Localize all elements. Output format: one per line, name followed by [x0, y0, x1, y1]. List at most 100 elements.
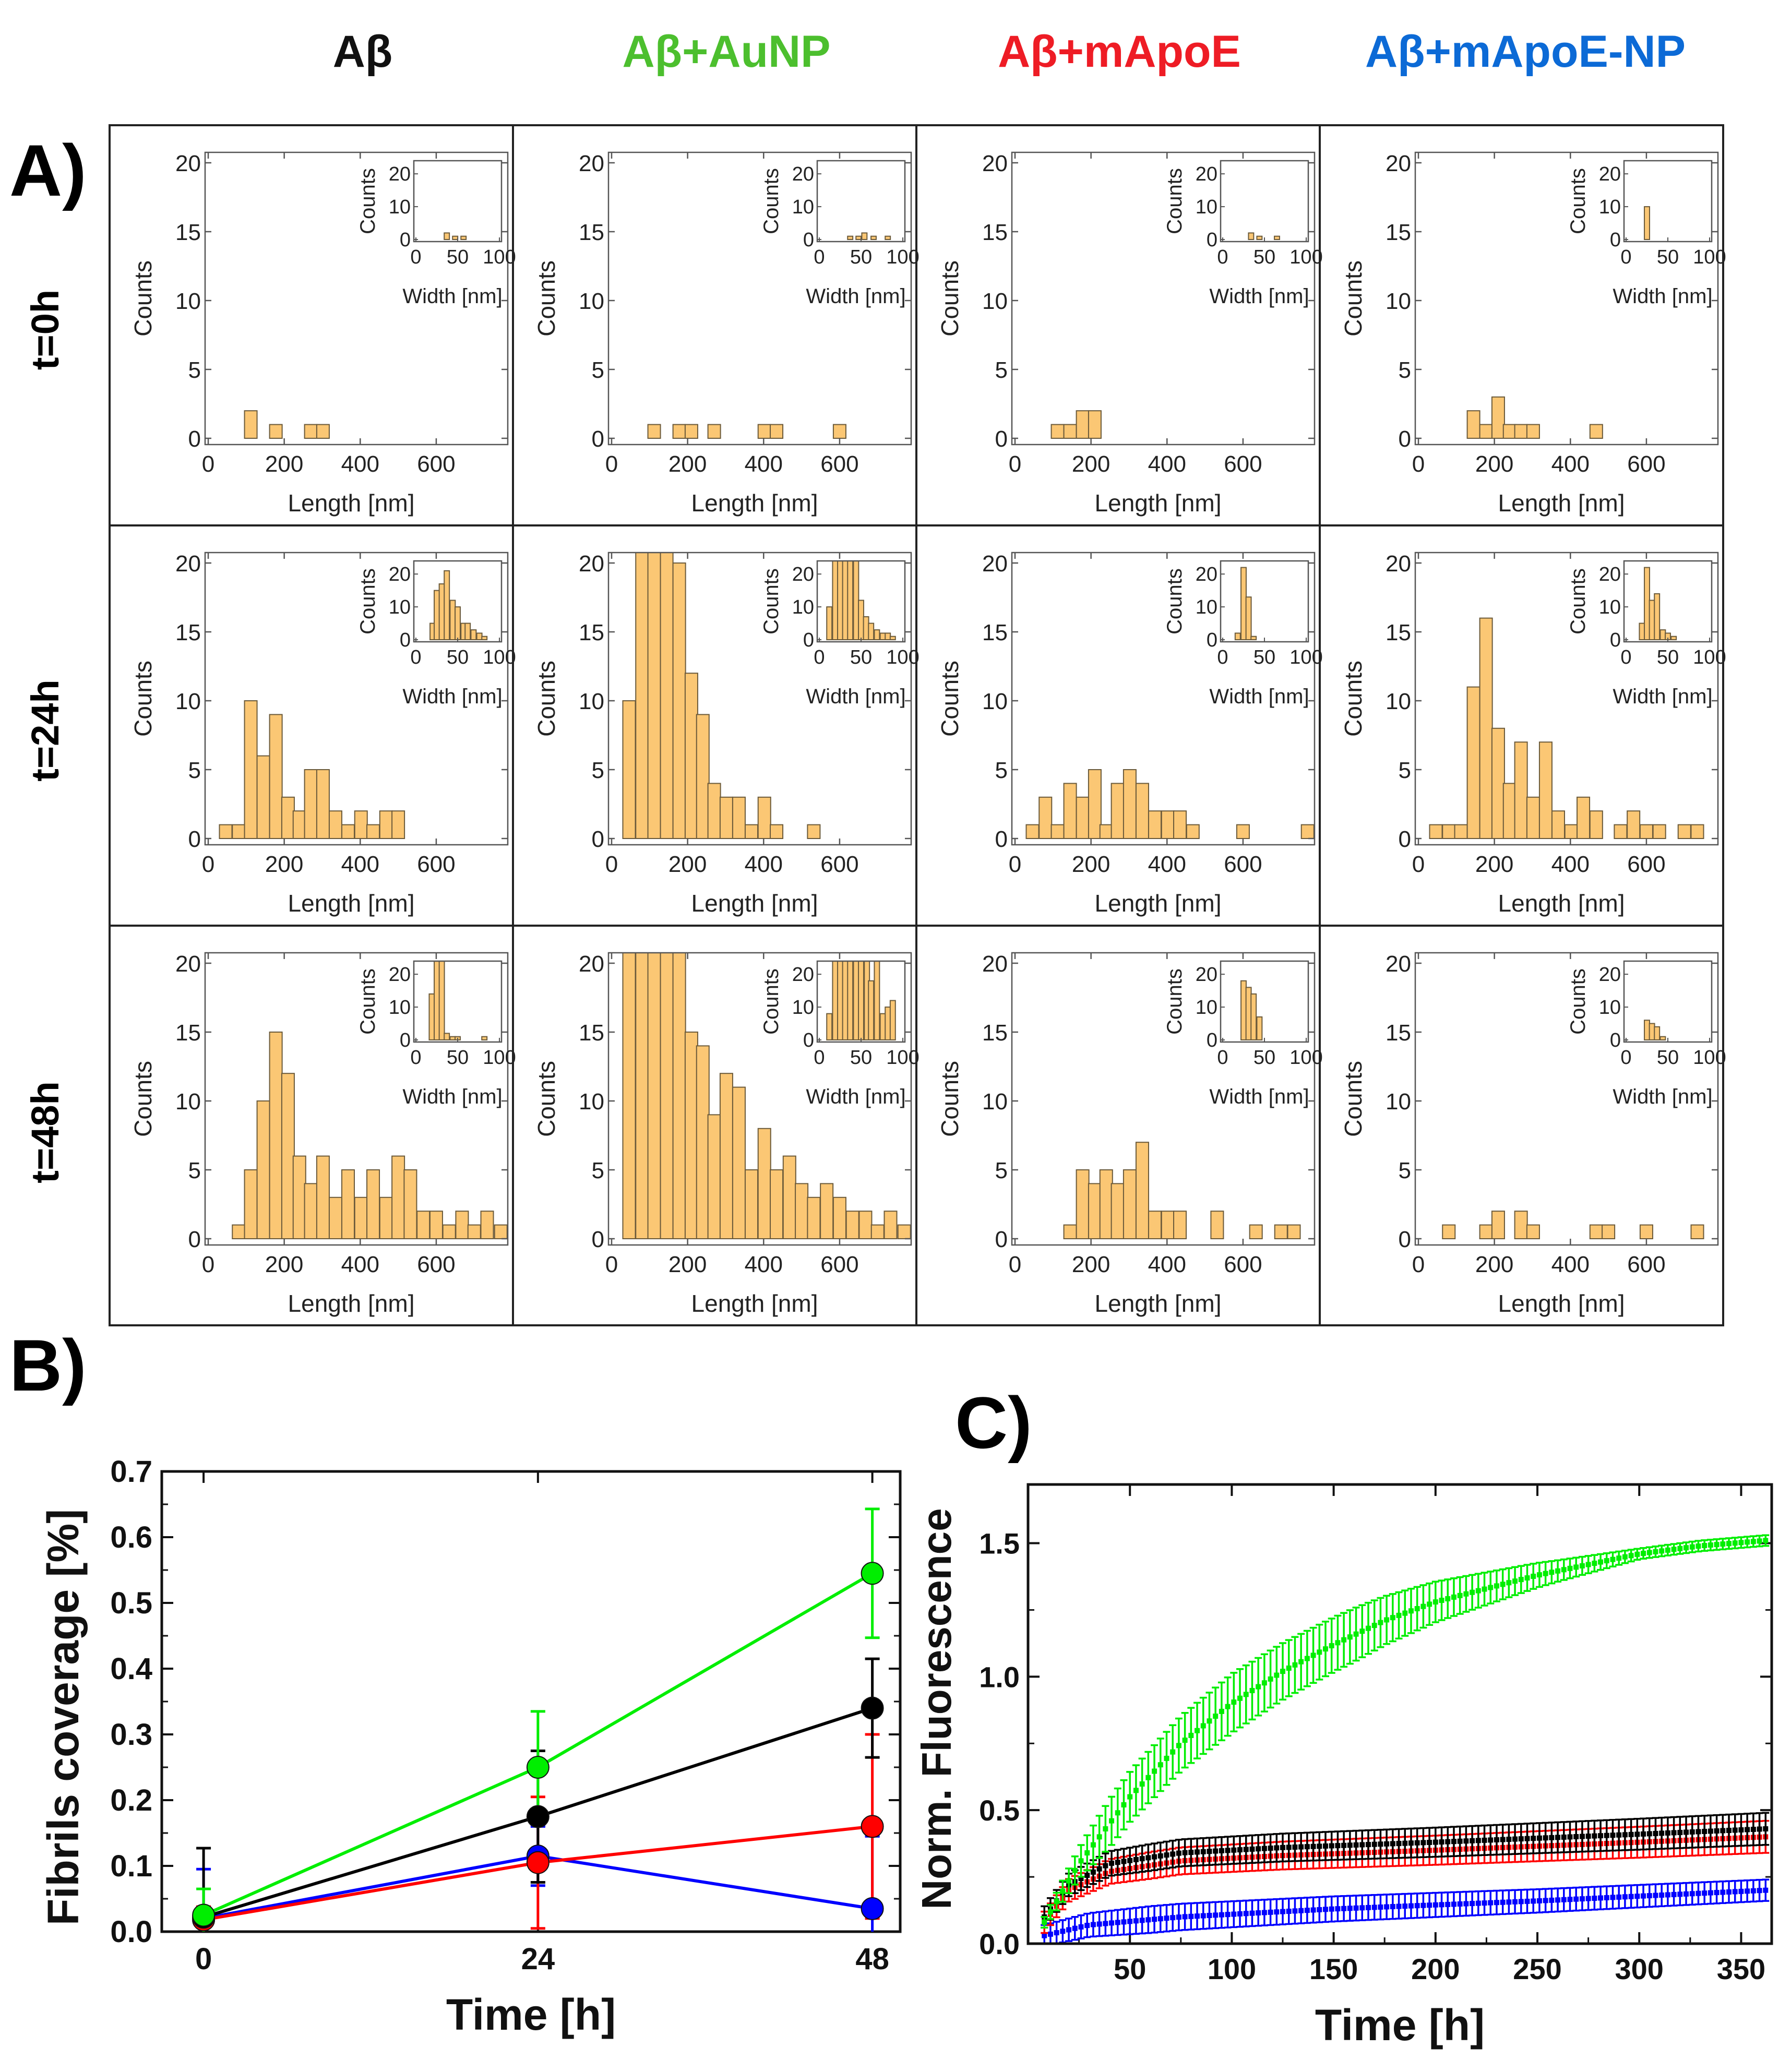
data-point	[1702, 1543, 1708, 1549]
width-bar	[1250, 636, 1257, 641]
data-point	[1298, 1908, 1304, 1913]
data-point	[1133, 1857, 1139, 1862]
length-bar	[696, 1045, 710, 1240]
data-point	[1182, 1738, 1188, 1743]
data-point	[1317, 1843, 1322, 1849]
data-point	[1512, 1578, 1518, 1584]
data-point	[1103, 1863, 1108, 1869]
y-tick-label: 20	[1386, 151, 1411, 176]
length-bars-p23	[1025, 769, 1315, 840]
data-point	[1482, 1900, 1487, 1906]
data-point	[1763, 1826, 1769, 1831]
data-point	[1488, 1837, 1494, 1843]
length-bar	[269, 424, 283, 439]
data-point	[1396, 1841, 1402, 1847]
data-point	[1152, 1854, 1157, 1860]
main-plot-frame-p22	[607, 552, 912, 846]
inset-x-tick-label: 100	[1693, 646, 1726, 668]
data-point	[1090, 1842, 1096, 1848]
data-point	[1231, 1699, 1237, 1705]
x-tick-label: 200	[265, 1252, 303, 1277]
data-point	[1145, 1775, 1151, 1780]
data-point	[1109, 1860, 1115, 1866]
length-bar	[1050, 824, 1065, 839]
length-bar	[1538, 741, 1553, 839]
main-plot-frame-p23	[1011, 552, 1316, 846]
data-point	[1042, 1920, 1047, 1925]
data-point	[1567, 1834, 1573, 1840]
x-tick-label: 300	[1615, 1953, 1664, 1985]
length-bar	[696, 714, 710, 840]
data-point	[1304, 1656, 1310, 1661]
data-point	[1047, 1909, 1053, 1915]
inset-x-axis-label: Width [nm]	[402, 685, 502, 708]
length-bar	[379, 810, 393, 839]
length-bar	[707, 1114, 721, 1239]
x-tick-label: 600	[417, 852, 455, 877]
data-point	[1060, 1929, 1066, 1934]
x-tick-label: 0	[1412, 451, 1425, 477]
data-point	[1750, 1539, 1756, 1544]
data-point	[1524, 1836, 1530, 1841]
y-tick-label: 20	[175, 151, 201, 176]
data-point	[1176, 1914, 1181, 1920]
length-bar	[832, 424, 846, 439]
data-point	[1249, 1846, 1255, 1852]
length-bar	[1099, 1169, 1113, 1239]
data-point	[1371, 1841, 1377, 1847]
inset-x-axis-label: Width [nm]	[1209, 1085, 1309, 1108]
data-point	[1237, 1695, 1243, 1701]
inset-y-tick-label: 20	[1599, 964, 1621, 986]
length-bar	[1063, 783, 1077, 840]
inset-y-tick-label: 20	[389, 564, 411, 585]
y-tick-label: 0	[592, 827, 604, 852]
x-tick-label: 400	[1148, 1252, 1186, 1277]
length-bar	[1502, 424, 1517, 439]
inset-x-axis-label: Width [nm]	[402, 1085, 502, 1108]
data-point	[1054, 1899, 1059, 1905]
data-point	[1066, 1927, 1072, 1933]
data-point	[1268, 1846, 1273, 1851]
data-point	[1427, 1601, 1432, 1607]
length-bar	[1639, 824, 1653, 839]
width-bar	[826, 1013, 833, 1040]
width-bar	[861, 232, 868, 240]
length-bar	[341, 1169, 355, 1239]
panel-label-a: A)	[9, 129, 87, 211]
data-point	[1585, 1896, 1591, 1901]
data-point	[1561, 1834, 1567, 1840]
width-bar	[481, 1036, 488, 1041]
width-bar	[1659, 1036, 1666, 1041]
data-point	[1157, 1853, 1163, 1859]
data-point	[1256, 1846, 1261, 1852]
data-point	[1304, 1908, 1310, 1913]
width-bar	[460, 235, 467, 241]
length-bar	[1088, 410, 1102, 439]
data-point	[1616, 1832, 1622, 1838]
data-point	[1439, 1839, 1444, 1845]
inset-x-tick-label: 50	[1657, 646, 1679, 668]
data-point	[1598, 1895, 1604, 1901]
width-bar	[868, 622, 875, 640]
data-point	[1090, 1869, 1096, 1875]
data-point	[1200, 1849, 1206, 1854]
data-point	[1213, 1848, 1219, 1854]
width-bars-p21	[429, 570, 488, 641]
data-point	[1665, 1830, 1670, 1836]
y-tick-label: 0.2	[110, 1783, 152, 1817]
length-bar	[1614, 824, 1628, 839]
x-tick-label: 0	[1009, 1252, 1021, 1277]
data-point	[1274, 1909, 1280, 1915]
y-tick-label: 15	[982, 620, 1008, 645]
data-point	[1738, 1540, 1744, 1546]
length-bar	[1025, 824, 1040, 839]
data-point	[1451, 1839, 1456, 1845]
data-point	[1445, 1596, 1451, 1601]
y-tick-label: 15	[1386, 220, 1411, 245]
inset-x-axis-label: Width [nm]	[1209, 285, 1309, 308]
data-point	[1592, 1896, 1597, 1901]
length-bar	[1526, 1224, 1540, 1240]
data-point	[1408, 1903, 1414, 1909]
